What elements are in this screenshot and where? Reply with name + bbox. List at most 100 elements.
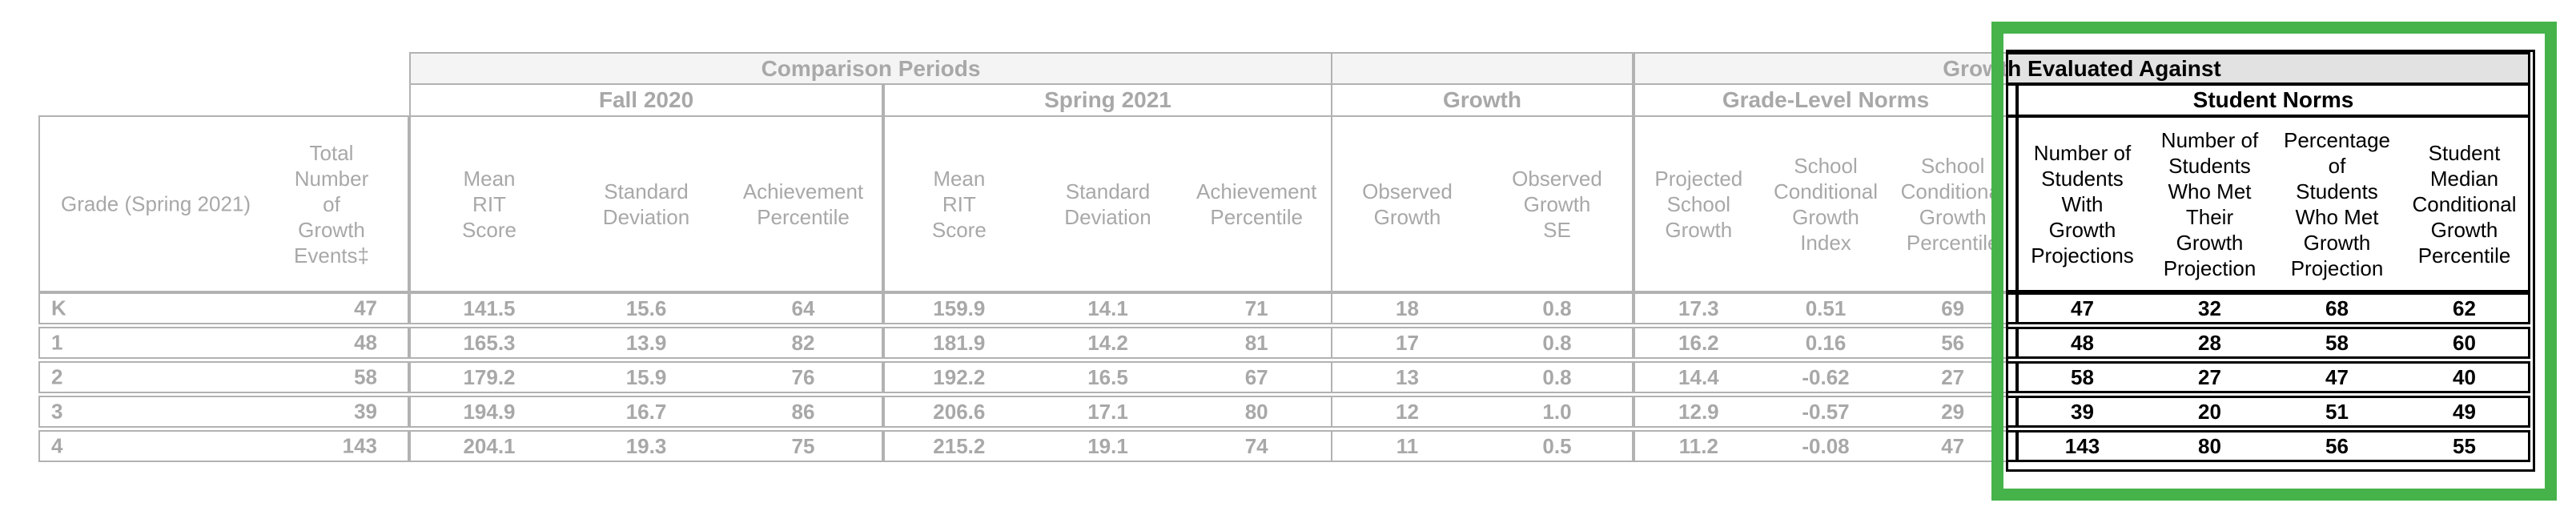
row-spring-2021-cell: 181.9 14.2 81 [883, 327, 1332, 359]
grade-level-norms-value: -0.62 [1802, 364, 1850, 389]
grade-level-norms-value: 47 [2008, 434, 2015, 459]
grade-value: K [51, 296, 66, 320]
growth-column-headers: Observed Growth Observed Growth SE [1331, 115, 1634, 292]
student-norms-value: 28 [2198, 330, 2221, 355]
student-norms-value: 55 [2453, 433, 2476, 458]
student-norms-value: 58 [2071, 364, 2094, 389]
row-growth-cell: 11 0.5 [1331, 430, 1634, 462]
fall-2020-value: 15.6 [625, 296, 667, 320]
grade-level-norms-value: 69 [2008, 296, 2015, 321]
row-fall-2020-cell: 165.3 13.9 82 [409, 327, 883, 359]
school-conditional-growth-index-header: School Conditional Growth Index [1773, 153, 1879, 255]
grade-level-norms-value: 16.2 [1678, 330, 1719, 355]
student-norms-value: 56 [2325, 433, 2349, 458]
grade-level-norms-value: 11.2 [1678, 433, 1718, 458]
grade-level-norms-value: -0.08 [1802, 433, 1850, 458]
spring-mean-rit-header: Mean RIT Score [931, 166, 987, 242]
corner-header-cell: Grade (Spring 2021) Total Number of Grow… [38, 115, 409, 292]
spring-2021-value: 181.9 [933, 330, 986, 355]
student-norms-value: 39 [2071, 399, 2094, 424]
percentage-met-projection-header: Percentage of Students Who Met Growth Pr… [2284, 127, 2390, 280]
row-growth-cell: 17 0.8 [1331, 327, 1634, 359]
spring-2021-label: Spring 2021 [1044, 87, 1171, 112]
student-norms-value: 27 [2198, 364, 2221, 389]
highlight-overlay-region: Comparison Periods Growth Evaluated Agai… [2006, 50, 2535, 472]
school-conditional-growth-percentile-header: School Conditional Growth Percentile [2008, 153, 2015, 255]
grade-value: 4 [51, 433, 63, 458]
student-norms-value: 68 [2325, 296, 2349, 320]
growth-value: 0.8 [1542, 330, 1572, 355]
spring-standard-deviation-header: Standard Deviation [1064, 179, 1151, 229]
row-student-norms-cell: 143 80 56 55 [2016, 430, 2530, 462]
student-norms-column-headers: Number of Students With Growth Projectio… [2016, 115, 2530, 292]
row-grade-total-cell: 3 39 [38, 396, 409, 428]
grade-level-norms-value: 14.4 [1678, 364, 1719, 389]
subgroup-growth: Growth [1331, 83, 1634, 117]
row-growth-cell: 13 0.8 [1331, 361, 1634, 393]
grade-level-norms-value: 0.51 [1805, 296, 1847, 320]
school-conditional-growth-percentile-header: School Conditional Growth Percentile [1900, 153, 2005, 255]
growth-value: 17 [1396, 330, 1419, 355]
fall-2020-value: 165.3 [463, 330, 516, 355]
student-norms-value: 20 [2198, 399, 2221, 424]
group-bar-comparison-periods: Comparison Periods [409, 52, 1332, 85]
student-norms-value: 47 [2071, 296, 2094, 320]
spring-2021-value: 81 [1244, 330, 1268, 355]
grade-level-norms-value: 29 [2008, 400, 2015, 424]
fall-achievement-percentile-header: Achievement Percentile [742, 179, 864, 229]
row-student-norms-cell: 47 32 68 62 [2016, 292, 2530, 324]
group-bar-comparison-growth [1331, 52, 1634, 85]
subgroup-fall-2020: Fall 2020 [409, 83, 883, 117]
growth-value: 0.5 [1542, 433, 1572, 458]
subgroup-spring-2021: Spring 2021 [883, 83, 1332, 117]
group-bar-growth-evaluated-against: Growth Evaluated Against [2007, 52, 2530, 85]
grade-level-norms-label: Grade-Level Norms [1722, 87, 1930, 112]
grade-level-norms-value: 29 [1941, 399, 1965, 424]
row-grade-total-cell: 1 48 [38, 327, 409, 359]
grade-value: 3 [51, 399, 63, 424]
comparison-periods-label: Comparison Periods [761, 55, 981, 81]
spring-2021-value: 14.1 [1087, 296, 1128, 320]
fall-mean-rit-header: Mean RIT Score [462, 166, 516, 242]
spring-2021-value: 215.2 [933, 433, 986, 458]
row-grade-total-cell: 2 58 [38, 361, 409, 393]
row-grade-level-norms-cell: 12.9 -0.57 29 [1634, 396, 2018, 428]
growth-evaluated-against-label: Growth Evaluated Against [2007, 55, 2221, 81]
student-norms-label: Student Norms [2192, 87, 2354, 112]
grade-level-norms-value: 17.3 [1678, 296, 1719, 320]
student-norms-value: 58 [2325, 330, 2349, 355]
growth-value: 0.8 [1542, 296, 1572, 320]
fall-2020-value: 141.5 [463, 296, 516, 320]
student-norms-value: 60 [2453, 330, 2476, 355]
row-spring-2021-cell: 215.2 19.1 74 [883, 430, 1332, 462]
fall-2020-label: Fall 2020 [598, 87, 694, 112]
fall-2020-value: 64 [791, 296, 815, 320]
grade-level-norms-value: 56 [1941, 330, 1965, 355]
fall-2020-value: 75 [791, 433, 815, 458]
grade-level-norms-value: 69 [1941, 296, 1965, 320]
subgroup-grade-level-norms: Grade-Level Norms [1634, 83, 2018, 117]
spring-2021-value: 80 [1244, 399, 1268, 424]
observed-growth-se-header: Observed Growth SE [1512, 166, 1602, 242]
row-spring-2021-cell: 192.2 16.5 67 [883, 361, 1332, 393]
grade-level-norms-value: 47 [1941, 433, 1965, 458]
row-grade-level-norms-cell: 14.4 -0.62 27 [1634, 361, 2018, 393]
grade-level-norms-column-headers: Projected School Growth School Condition… [1634, 115, 2018, 292]
row-spring-2021-cell: 159.9 14.1 71 [883, 292, 1332, 324]
fall-2020-value: 204.1 [463, 433, 516, 458]
row-growth-cell: 12 1.0 [1331, 396, 1634, 428]
student-norms-value: 143 [2064, 433, 2100, 458]
grade-level-norms-value: 27 [1941, 364, 1965, 389]
student-norms-value: 49 [2453, 399, 2476, 424]
fall-2020-value: 86 [791, 399, 815, 424]
spring-2021-value: 19.1 [1087, 433, 1128, 458]
student-median-cgp-header: Student Median Conditional Growth Percen… [2412, 140, 2517, 268]
observed-growth-header: Observed Growth [1362, 179, 1453, 229]
row-student-norms-cell: 39 20 51 49 [2016, 396, 2530, 428]
total-growth-events-column-header: Total Number of Growth Events‡ [294, 140, 369, 268]
growth-value: 13 [1396, 364, 1419, 389]
grade-level-norms-value: 0.16 [1805, 330, 1847, 355]
spring-2021-value: 71 [1244, 296, 1268, 320]
